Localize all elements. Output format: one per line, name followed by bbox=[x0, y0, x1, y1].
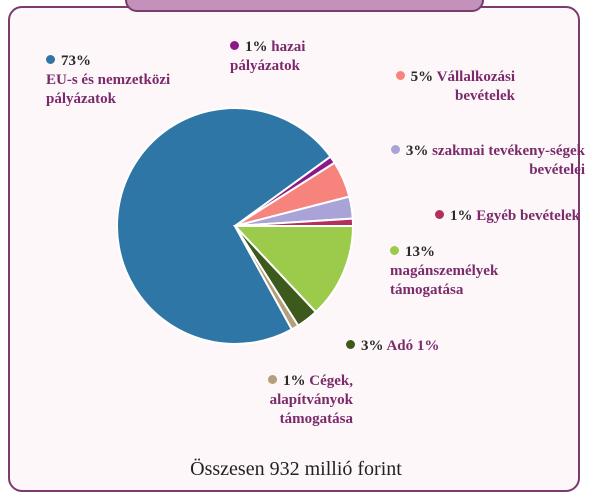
category-label: Egyéb bevételek bbox=[476, 208, 580, 224]
legend-label: 5% Vállalkozási bevételek bbox=[355, 68, 515, 106]
category-label: Vállalkozási bevételek bbox=[436, 69, 515, 104]
legend-dot bbox=[346, 340, 355, 349]
value-label: 13% bbox=[405, 244, 435, 260]
value-label: 1% bbox=[450, 208, 473, 224]
legend-label: 3% Adó 1% bbox=[346, 337, 496, 356]
legend-label: 1% Cégek, alapítványok támogatása bbox=[225, 372, 353, 429]
legend-dot bbox=[390, 145, 400, 154]
legend-dot bbox=[395, 71, 405, 80]
category-label: szakmai tevékeny-ségek bevételei bbox=[432, 143, 585, 178]
pie-slice bbox=[116, 107, 332, 345]
pie-slice bbox=[232, 225, 355, 314]
value-label: 1% bbox=[283, 373, 306, 389]
legend-label: 3% szakmai tevékeny-ségek bevételei bbox=[385, 142, 585, 180]
legend-dot bbox=[268, 375, 277, 384]
legend-dot bbox=[390, 246, 399, 255]
category-label: Cégek, alapítványok támogatása bbox=[269, 373, 353, 427]
legend-dot bbox=[46, 55, 55, 64]
legend-dot bbox=[435, 210, 445, 219]
category-label: hazai pályázatok bbox=[230, 39, 306, 74]
legend-label: 13% magánszemélyek támogatása bbox=[390, 243, 530, 300]
legend-label: 1% Egyéb bevételek bbox=[380, 207, 580, 226]
pie-slice bbox=[234, 225, 300, 331]
legend-dot bbox=[230, 41, 239, 50]
value-label: 1% bbox=[245, 39, 268, 55]
category-label: Adó 1% bbox=[386, 338, 440, 354]
category-label: EU-s és nemzetközi pályázatok bbox=[46, 72, 171, 107]
legend-label: 1% hazai pályázatok bbox=[230, 38, 345, 76]
value-label: 3% bbox=[405, 143, 429, 159]
legend-label: 73% EU-s és nemzetközi pályázatok bbox=[46, 52, 176, 109]
total-label: Összesen 932 millió forint bbox=[190, 458, 402, 480]
value-label: 73% bbox=[61, 53, 91, 69]
value-label: 3% bbox=[361, 338, 384, 354]
category-label: magánszemélyek támogatása bbox=[390, 263, 499, 298]
value-label: 5% bbox=[410, 69, 434, 85]
